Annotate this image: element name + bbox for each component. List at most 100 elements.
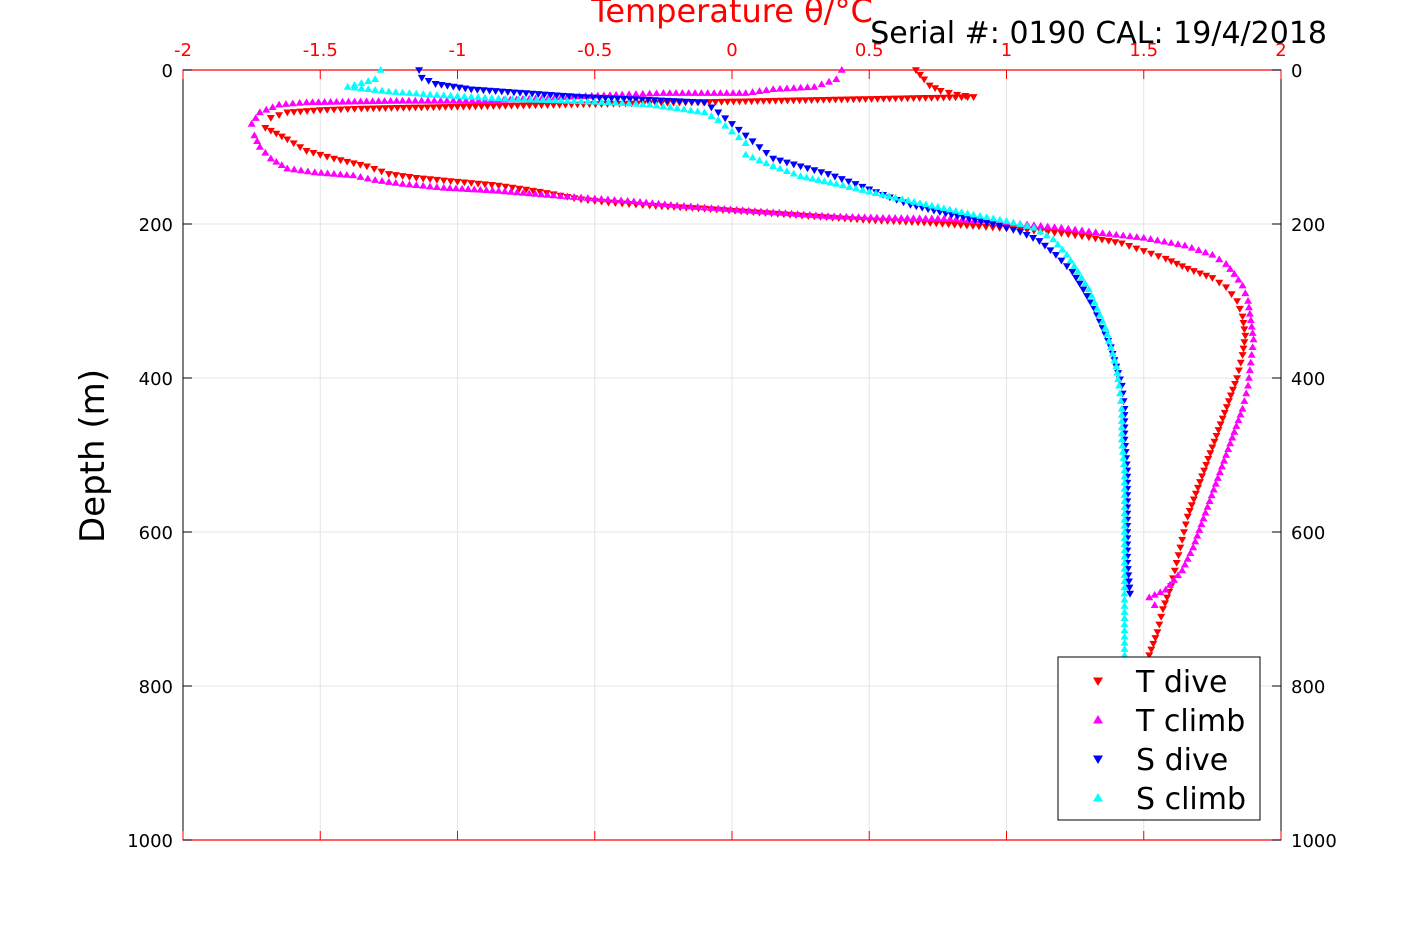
data-point-t-climb [468,96,477,104]
data-point-t-climb [302,98,311,106]
data-point-t-climb [329,169,338,177]
data-point-t-climb [419,181,428,189]
data-point-t-climb [716,89,725,96]
data-point-s-dive [461,85,470,93]
data-point-s-climb [350,83,359,91]
data-point-t-climb [1043,222,1052,230]
data-point-t-climb [1205,497,1214,504]
data-point-t-dive [283,109,292,117]
data-point-s-climb [474,93,483,101]
data-point-t-dive [944,221,953,229]
data-point-t-dive [494,182,503,190]
data-point-t-climb [1236,410,1245,418]
data-point-t-climb [726,205,735,213]
data-point-t-dive [944,89,953,97]
data-point-t-climb [1199,514,1208,522]
data-point-t-climb [470,185,479,193]
data-point-t-climb [398,96,407,104]
data-point-s-dive [796,163,805,171]
data-point-t-dive [296,108,305,116]
data-point-t-climb [356,97,365,105]
data-point-s-climb [551,96,560,104]
data-point-t-climb [714,204,723,212]
data-point-s-climb [995,215,1004,223]
data-point-s-climb [1106,343,1115,350]
data-point-s-dive [851,181,860,188]
data-point-t-dive [1196,479,1205,486]
data-point-s-climb [1120,638,1129,646]
data-point-t-climb [350,97,359,105]
data-point-s-climb [501,94,510,102]
data-point-s-climb [1120,528,1129,535]
data-point-t-dive [1222,284,1231,292]
data-point-t-climb [1208,250,1217,258]
data-point-t-dive [897,95,906,103]
data-point-t-dive [861,96,870,103]
data-point-t-climb [1064,224,1073,232]
data-point-s-climb [933,203,942,210]
legend-box [1057,656,1261,821]
data-point-t-climb [903,214,912,221]
data-point-s-climb [1117,423,1126,431]
data-point-t-dive [316,151,325,159]
data-point-s-climb [885,192,894,200]
data-point-t-climb [1174,571,1183,579]
y-tick-label-left: 600 [139,523,173,544]
data-point-s-dive [700,99,709,107]
data-point-t-dive [916,71,925,79]
data-point-s-dive [473,86,482,94]
data-point-t-dive [398,173,407,180]
data-point-s-climb [1120,497,1129,504]
data-point-t-climb [1244,381,1253,389]
data-point-t-climb [1126,232,1135,240]
data-point-s-dive [546,92,555,99]
data-point-t-dive [1240,339,1249,347]
data-point-s-climb [1120,595,1129,603]
data-point-t-climb [1224,445,1233,453]
data-point-t-climb [590,194,599,202]
data-point-s-dive [824,171,833,178]
data-point-s-climb [1120,478,1129,486]
data-point-t-dive [302,148,311,155]
data-point-t-dive [460,179,469,187]
data-point-t-climb [344,97,353,105]
data-point-t-dive [439,177,448,185]
data-point-s-dive [455,84,464,92]
data-point-s-dive [1022,231,1031,239]
data-point-s-climb [1117,404,1126,412]
data-point-t-dive [453,178,462,186]
data-point-s-climb [1120,564,1129,572]
data-point-t-dive [474,180,483,188]
data-point-t-dive [1191,490,1200,498]
data-point-t-dive [266,127,275,135]
data-point-t-dive [885,95,894,103]
data-point-t-dive [1222,404,1231,411]
data-point-t-dive [843,96,852,104]
data-point-t-dive [309,149,318,157]
data-point-s-climb [357,84,366,92]
data-point-t-dive [316,107,325,115]
data-point-s-dive [803,165,812,173]
data-point-t-climb [1232,422,1241,429]
data-point-t-climb [636,198,645,205]
data-point-s-climb [1113,368,1122,376]
data-point-t-climb [451,184,460,192]
data-point-t-climb [464,185,473,192]
data-point-t-dive [825,96,834,104]
data-point-t-climb [673,201,682,209]
data-point-t-climb [1186,549,1195,556]
data-point-s-dive [1046,247,1055,255]
data-point-t-climb [283,164,292,172]
data-point-t-climb [250,131,259,139]
data-point-s-climb [796,172,805,180]
data-point-t-dive [343,158,352,166]
data-point-s-dive [415,67,424,74]
data-point-t-climb [769,85,778,93]
data-point-t-dive [1189,496,1198,504]
data-point-t-dive [1117,240,1126,248]
data-point-t-climb [1194,246,1203,253]
data-point-t-dive [1167,258,1176,266]
data-point-t-climb [266,154,275,162]
data-point-s-dive [776,157,785,165]
data-point-t-dive [1204,456,1213,463]
